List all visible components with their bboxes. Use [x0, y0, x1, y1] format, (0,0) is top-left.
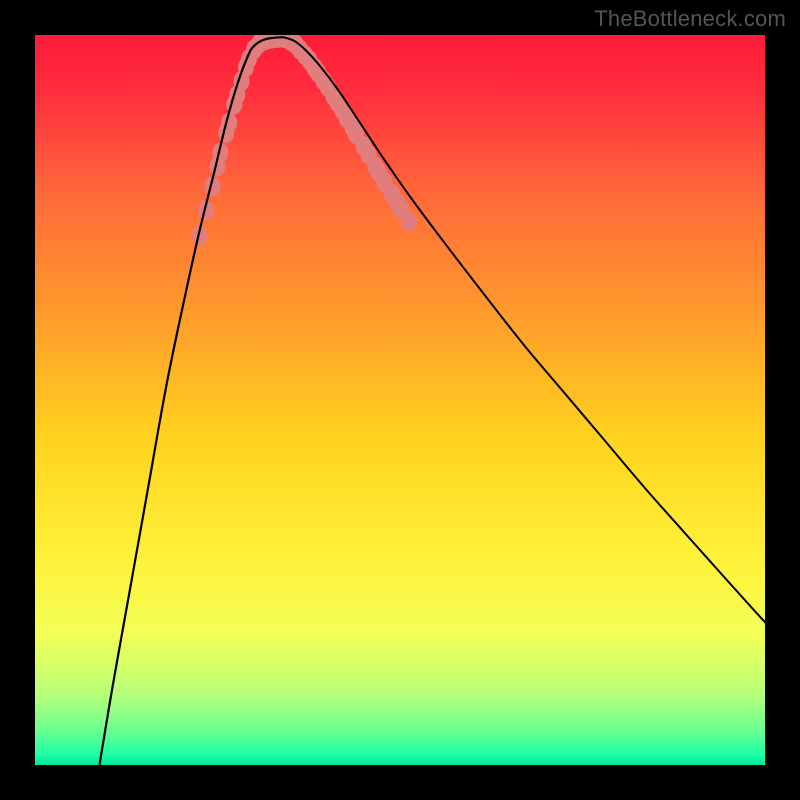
- watermark-text: TheBottleneck.com: [594, 6, 786, 32]
- marker-dot: [401, 211, 417, 231]
- left-branch-line: [97, 37, 283, 765]
- markers-group: [191, 35, 417, 246]
- chart-frame: TheBottleneck.com: [0, 0, 800, 800]
- v-curve-svg: [35, 35, 765, 765]
- plot-area: [35, 35, 765, 765]
